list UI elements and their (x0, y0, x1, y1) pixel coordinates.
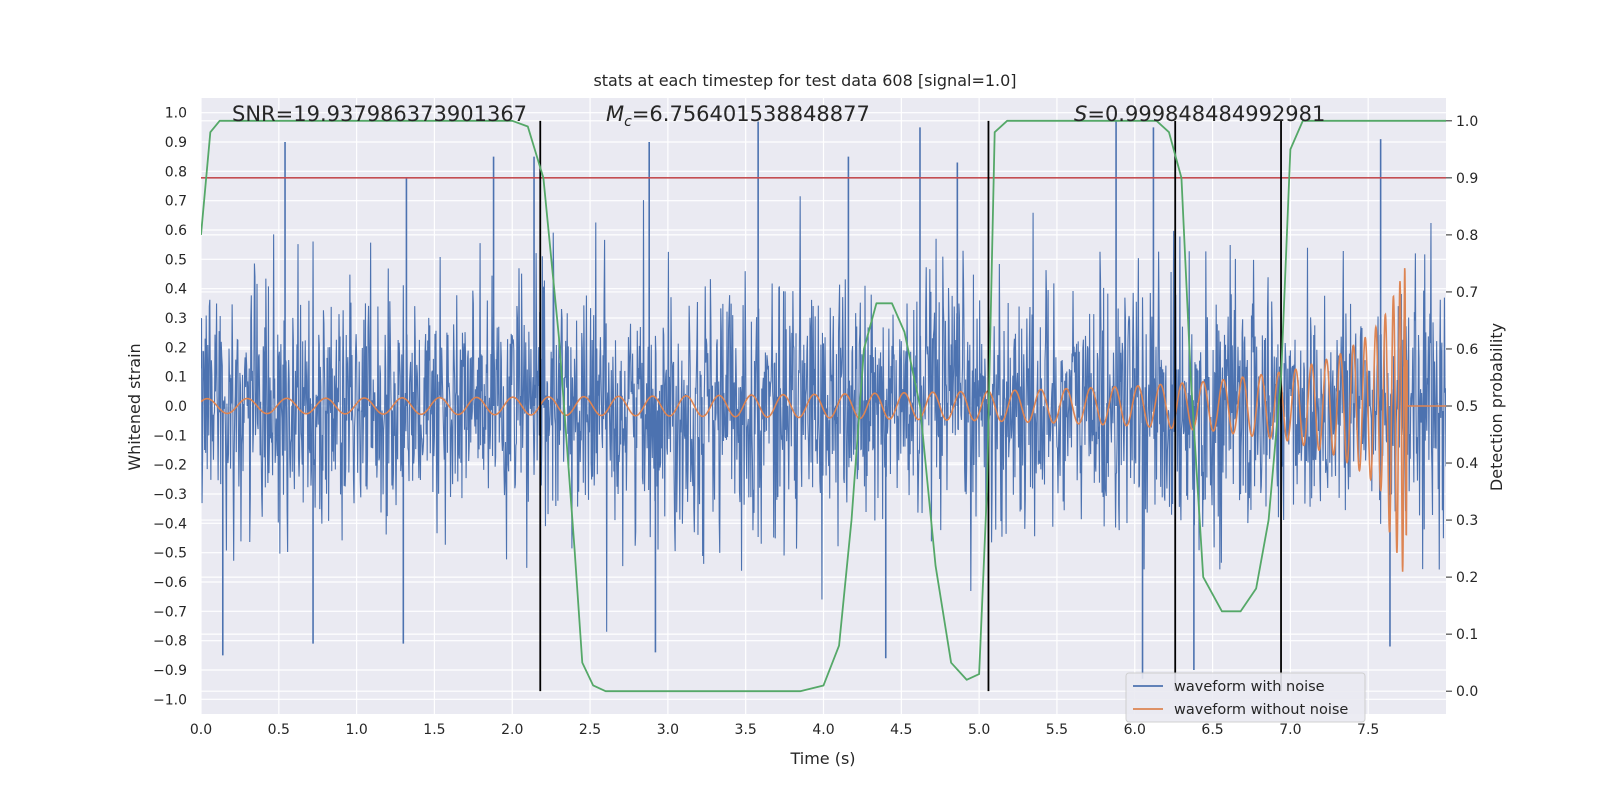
y-left-tick-label: 0.5 (165, 252, 187, 268)
x-tick-label: 0.0 (190, 722, 212, 738)
y-left-tick-label: 0.0 (165, 399, 187, 415)
x-tick-label: 1.0 (345, 722, 367, 738)
x-tick-label: 3.0 (657, 722, 679, 738)
y-left-tick-label: −0.8 (153, 634, 187, 650)
y-right-tick-label: 0.3 (1456, 513, 1478, 529)
y-left-tick-label: −0.7 (153, 604, 187, 620)
clean-waveform-line (201, 268, 1446, 572)
chirp-mass-annotation: Mc=6.756401538848877 (606, 102, 870, 130)
y-left-tick-label: 1.0 (165, 106, 187, 122)
x-tick-label: 6.0 (1124, 722, 1146, 738)
noisy-waveform-line (201, 196, 1446, 632)
legend: waveform with noise waveform without noi… (1125, 672, 1366, 723)
y-right-tick-label: 0.5 (1456, 399, 1478, 415)
y-right-tick-label: 0.9 (1456, 171, 1478, 187)
chirp-mass-value: =6.756401538848877 (632, 102, 870, 126)
detection-stat-annotation: S=0.999848484992981 (1074, 102, 1325, 126)
y-left-tick-label: 0.1 (165, 370, 187, 386)
x-tick-label: 2.5 (579, 722, 601, 738)
y-right-tick-label: 1.0 (1456, 114, 1478, 130)
y-left-tick-label: −1.0 (153, 692, 187, 708)
x-tick-label: 1.5 (423, 722, 445, 738)
y-left-tick-label: −0.5 (153, 546, 187, 562)
y-right-tick-label: 0.7 (1456, 285, 1478, 301)
detection-stat-value: =0.999848484992981 (1087, 102, 1325, 126)
y-left-tick-label: −0.2 (153, 458, 187, 474)
y-left-tick-label: −0.6 (153, 575, 187, 591)
y-axis-right-label: Detection probability (1487, 323, 1506, 491)
y-right-tick-label: 0.0 (1456, 684, 1478, 700)
series-layer (201, 119, 1446, 693)
y-left-tick-label: 0.8 (165, 164, 187, 180)
x-tick-label: 4.5 (890, 722, 912, 738)
y-left-tick-label: 0.7 (165, 194, 187, 210)
legend-box (1125, 672, 1366, 723)
y-right-tick-label: 0.2 (1456, 570, 1478, 586)
x-tick-label: 0.5 (268, 722, 290, 738)
x-tick-label: 5.0 (968, 722, 990, 738)
x-tick-label: 4.0 (812, 722, 834, 738)
y-left-tick-label: 0.3 (165, 311, 187, 327)
y-left-tick-label: −0.4 (153, 516, 187, 532)
y-left-tick-label: −0.3 (153, 487, 187, 503)
chart-title: stats at each timestep for test data 608… (593, 71, 1016, 90)
y-left-tick-label: −0.9 (153, 663, 187, 679)
detection-probability-line (201, 119, 1446, 693)
y-left-tick-label: 0.9 (165, 135, 187, 151)
detection-stat-symbol: S (1074, 102, 1087, 126)
legend-label-clean: waveform without noise (1174, 702, 1348, 718)
x-tick-label: 6.5 (1201, 722, 1223, 738)
x-tick-label: 5.5 (1046, 722, 1068, 738)
y-right-tick-label: 0.4 (1456, 456, 1478, 472)
y-right-tick-label: 0.8 (1456, 228, 1478, 244)
x-tick-label: 3.5 (735, 722, 757, 738)
x-tick-label: 7.0 (1279, 722, 1301, 738)
legend-label-noise: waveform with noise (1174, 679, 1325, 695)
y-left-tick-label: 0.4 (165, 282, 187, 298)
y-right-tick-label: 0.6 (1456, 342, 1478, 358)
x-tick-label: 7.5 (1357, 722, 1379, 738)
y-left-tick-label: 0.2 (165, 340, 187, 356)
y-left-tick-label: −0.1 (153, 428, 187, 444)
chirp-mass-symbol: M (606, 102, 624, 126)
snr-annotation: SNR=19.937986373901367 (232, 102, 527, 126)
x-axis-label: Time (s) (789, 749, 855, 768)
x-tick-label: 2.0 (501, 722, 523, 738)
axes-layer: 0.0 0.5 1.0 1.5 2.0 2.5 3.0 3.5 4.0 4.5 5.0 5.5 6.0 6… (153, 106, 1478, 738)
y-right-tick-label: 0.1 (1456, 627, 1478, 643)
y-axis-left-label: Whitened strain (125, 343, 144, 470)
chirp-mass-subscript: c (624, 114, 632, 130)
y-left-tick-label: 0.6 (165, 223, 187, 239)
